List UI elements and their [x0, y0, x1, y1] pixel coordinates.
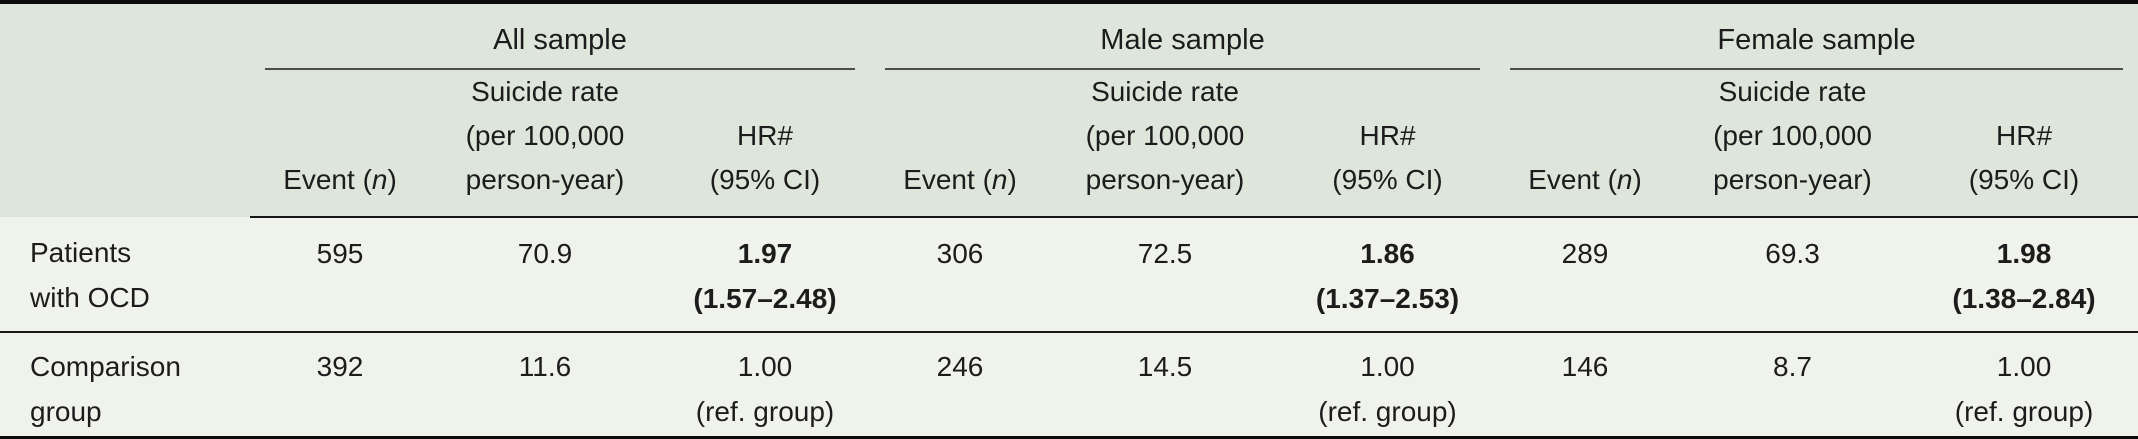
- hr-ci: (1.57–2.48): [693, 283, 837, 314]
- sub-header-row: Event (n) Suicide rate (per 100,000 pers…: [0, 70, 2138, 218]
- cell-male-rate: 72.5: [1050, 217, 1280, 332]
- row-label-line: with OCD: [30, 282, 150, 313]
- rate-header-line: (per 100,000: [1713, 120, 1872, 151]
- cell-male-hr: 1.86 (1.37–2.53): [1280, 217, 1496, 332]
- group-header-female: Female sample: [1495, 2, 2138, 70]
- cell-male-rate: 14.5: [1050, 331, 1280, 438]
- rate-header-line: (per 100,000: [465, 120, 625, 151]
- hr-value: 1.86: [1360, 238, 1415, 269]
- event-n-italic: n: [1616, 164, 1633, 195]
- hr-header-line: (95% CI): [709, 164, 821, 195]
- col-header-event-all: Event (n): [250, 70, 430, 218]
- group-header-row: All sample Male sample Female sample: [0, 2, 2138, 217]
- event-label-text: Event (: [903, 164, 992, 195]
- rate-header-line: person-year): [1085, 164, 1245, 195]
- col-header-hr-male: HR# (95% CI): [1280, 70, 1496, 218]
- rate-header-line: person-year): [465, 164, 625, 195]
- hr-value: 1.00: [1360, 351, 1415, 382]
- hr-ci: (ref. group): [695, 396, 835, 427]
- event-label-text: Event (: [1528, 164, 1617, 195]
- event-label-close: ): [387, 164, 397, 195]
- row-label-line: group: [30, 396, 102, 427]
- table-row-comparison-group: Comparison group 392 11.6 1.00 (ref. gro…: [0, 331, 2138, 438]
- event-n-italic: n: [991, 164, 1008, 195]
- group-label-all: All sample: [265, 22, 855, 70]
- hr-ci: (1.37–2.53): [1315, 283, 1460, 314]
- cell-male-hr: 1.00 (ref. group): [1280, 331, 1496, 438]
- group-header-male: Male sample: [870, 2, 1496, 70]
- event-label-text: Event (: [283, 164, 372, 195]
- hr-header-line: (95% CI): [1332, 164, 1443, 195]
- cell-all-rate: 70.9: [430, 217, 660, 332]
- col-header-rate-female: Suicide rate (per 100,000 person-year): [1675, 70, 1911, 218]
- rate-header-line: Suicide rate: [471, 76, 619, 107]
- rate-header-line: Suicide rate: [1091, 76, 1239, 107]
- col-header-event-male: Event (n): [870, 70, 1050, 218]
- row-label-header-empty: [0, 2, 250, 217]
- rate-header-line: (per 100,000: [1085, 120, 1245, 151]
- row-label-comparison-group: Comparison group: [0, 331, 250, 438]
- hr-header-line: HR#: [736, 120, 793, 151]
- event-n-italic: n: [371, 164, 388, 195]
- cell-female-hr: 1.98 (1.38–2.84): [1910, 217, 2138, 332]
- col-header-rate-all: Suicide rate (per 100,000 person-year): [430, 70, 660, 218]
- cell-female-rate: 69.3: [1675, 217, 1911, 332]
- hr-value: 1.00: [737, 351, 793, 382]
- table-row-patients-ocd: Patients with OCD 595 70.9 1.97 (1.57–2.…: [0, 217, 2138, 332]
- hr-value: 1.98: [1996, 238, 2052, 269]
- col-header-hr-all: HR# (95% CI): [660, 70, 870, 218]
- cell-all-rate: 11.6: [430, 331, 660, 438]
- hr-ci: (ref. group): [1954, 396, 2094, 427]
- group-label-male: Male sample: [885, 22, 1481, 70]
- row-label-line: Patients: [30, 237, 132, 268]
- rate-header-line: Suicide rate: [1718, 76, 1867, 107]
- group-header-all: All sample: [250, 2, 870, 70]
- cell-female-rate: 8.7: [1675, 331, 1911, 438]
- event-label-close: ): [1007, 164, 1017, 195]
- group-label-female: Female sample: [1510, 22, 2124, 70]
- hr-header-line: (95% CI): [1968, 164, 2080, 195]
- hr-value: 1.00: [1996, 351, 2052, 382]
- hr-header-line: HR#: [1359, 120, 1416, 151]
- col-header-rate-male: Suicide rate (per 100,000 person-year): [1050, 70, 1280, 218]
- cell-all-event: 392: [250, 331, 430, 438]
- hr-ci: (ref. group): [1318, 396, 1457, 427]
- hr-value: 1.97: [737, 238, 793, 269]
- cell-male-event: 306: [870, 217, 1050, 332]
- cell-male-event: 246: [870, 331, 1050, 438]
- hr-header-line: HR#: [1996, 120, 2053, 151]
- col-header-hr-female: HR# (95% CI): [1910, 70, 2138, 218]
- col-header-event-female: Event (n): [1495, 70, 1676, 218]
- cell-all-hr: 1.00 (ref. group): [660, 331, 870, 438]
- cell-female-event: 146: [1495, 331, 1676, 438]
- row-label-patients-ocd: Patients with OCD: [0, 217, 250, 332]
- cell-female-hr: 1.00 (ref. group): [1910, 331, 2138, 438]
- row-label-line: Comparison: [30, 351, 181, 382]
- cell-all-hr: 1.97 (1.57–2.48): [660, 217, 870, 332]
- cell-female-event: 289: [1495, 217, 1676, 332]
- event-label-close: ): [1632, 164, 1642, 195]
- rate-header-line: person-year): [1713, 164, 1872, 195]
- cell-all-event: 595: [250, 217, 430, 332]
- hr-ci: (1.38–2.84): [1952, 283, 2096, 314]
